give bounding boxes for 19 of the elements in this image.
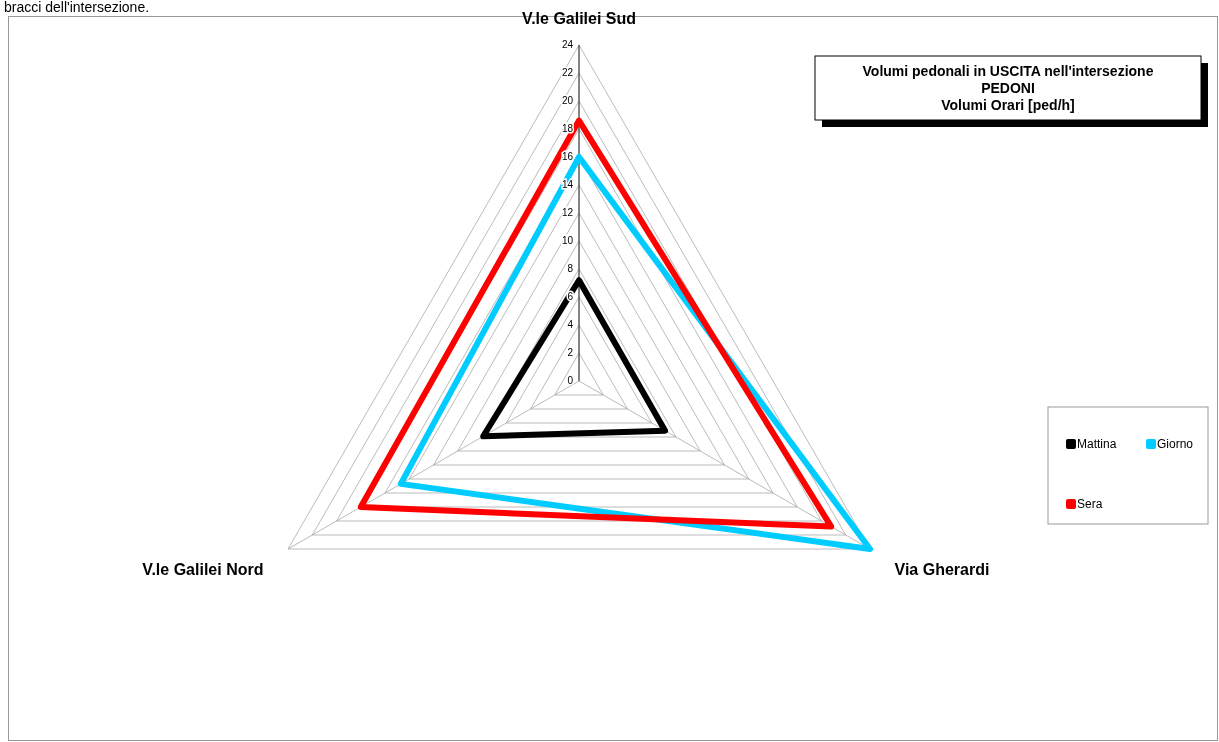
spoke-label: V.le Galilei Sud	[521, 10, 637, 28]
y-tick-label: 4	[567, 318, 574, 330]
y-tick-label: 12	[561, 206, 574, 218]
legend-label: Mattina	[1077, 437, 1117, 451]
legend-label: Giorno	[1157, 437, 1194, 451]
y-tick-label: 6	[567, 290, 574, 302]
spoke-label: Via Gherardi	[894, 561, 990, 579]
y-tick-label: 8	[567, 262, 574, 274]
legend-label: Sera	[1077, 497, 1103, 511]
y-tick-label: 0	[567, 374, 574, 386]
y-tick-label: 24	[561, 38, 574, 50]
text: bracci dell'intersezione.	[4, 0, 150, 15]
spoke-label: V.le Galilei Nord	[142, 561, 264, 579]
y-tick-label: 22	[561, 66, 574, 78]
y-tick-label: 16	[561, 150, 574, 162]
y-tick-label: 20	[561, 94, 574, 106]
y-tick-label: 2	[567, 346, 574, 358]
text: Volumi pedonali in USCITA nell'intersezione PEDONI Volumi Orari [ped/h]	[862, 63, 1154, 113]
y-tick-label: 10	[561, 234, 574, 246]
